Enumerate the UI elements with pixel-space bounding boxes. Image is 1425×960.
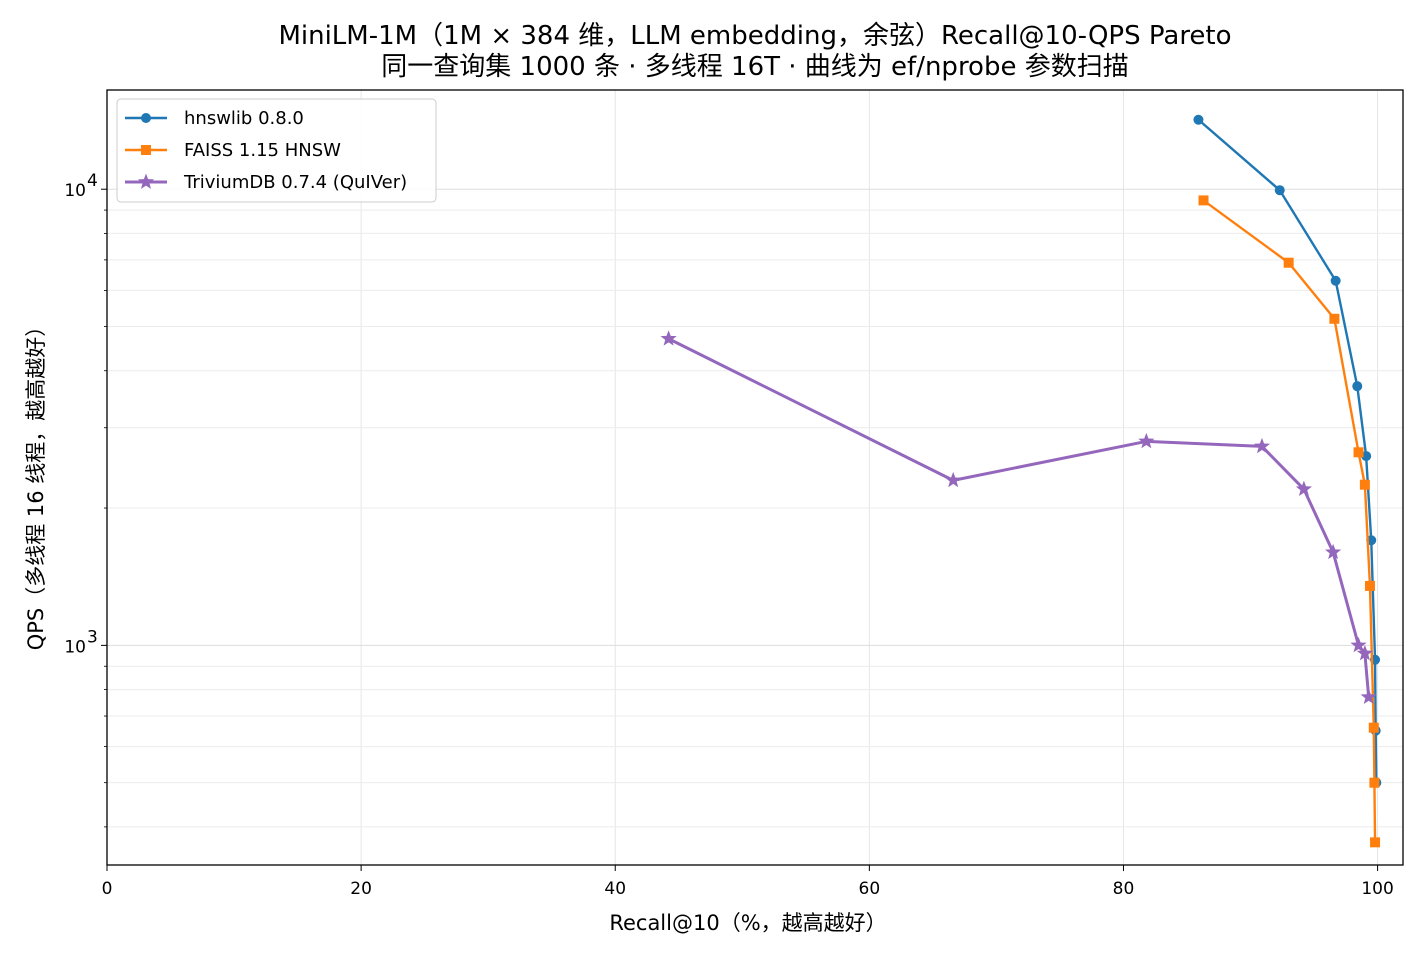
legend-marker — [141, 145, 151, 155]
legend-entry-0: hnswlib 0.8.0 — [125, 108, 304, 129]
data-point — [1329, 313, 1340, 324]
x-tick-label: 40 — [604, 879, 626, 899]
y-tick-label-exponent: 3 — [87, 627, 98, 647]
data-point — [1356, 644, 1373, 661]
data-point — [1361, 451, 1372, 462]
grid-layer — [106, 90, 1403, 865]
data-point — [1352, 381, 1363, 392]
x-tick-label: 0 — [102, 879, 113, 899]
data-point — [1370, 837, 1381, 848]
data-point — [1359, 479, 1370, 490]
chart-subtitle: 同一查询集 1000 条 · 多线程 16T · 曲线为 ef/nprobe 参… — [381, 52, 1128, 82]
plot-frame — [106, 89, 1404, 866]
chart-title: MiniLM-1M（1M × 384 维，LLM embedding，余弦）Re… — [278, 21, 1231, 51]
x-tick-label: 60 — [859, 879, 881, 899]
data-point — [1138, 432, 1155, 449]
data-point — [1193, 114, 1204, 125]
data-point — [1353, 447, 1364, 458]
x-tick-label: 20 — [350, 879, 372, 899]
data-point — [1350, 636, 1367, 653]
data-point — [1360, 688, 1377, 705]
legend-entries: hnswlib 0.8.0 FAISS 1.15 HNSW TriviumDB 0.… — [125, 108, 407, 193]
legend-marker — [137, 173, 155, 189]
data-point — [1325, 543, 1342, 560]
series-line — [1202, 199, 1377, 843]
data-point — [1368, 722, 1379, 733]
y-tick-label-base: 10 — [64, 181, 86, 201]
legend-box — [116, 98, 437, 203]
x-axis-label: Recall@10（%，越高越好） — [609, 911, 886, 935]
x-tick-label: 100 — [1361, 879, 1393, 899]
x-tick-label: 80 — [1113, 879, 1135, 899]
series-0 — [1193, 114, 1382, 788]
legend-label: hnswlib 0.8.0 — [184, 108, 304, 129]
series-2 — [660, 330, 1377, 705]
series-layer — [660, 114, 1382, 848]
legend-entry-2: TriviumDB 0.7.4 (QuIVer) — [125, 172, 407, 193]
data-point — [945, 471, 962, 488]
data-point — [1274, 185, 1285, 196]
data-point — [1253, 437, 1271, 454]
legend-label: FAISS 1.15 HNSW — [184, 140, 341, 161]
y-tick-label: 10 3 — [64, 627, 97, 657]
data-point — [660, 330, 677, 346]
y-tick-label-base: 10 — [64, 637, 86, 657]
series-1 — [1198, 195, 1381, 848]
data-point — [1330, 275, 1341, 286]
y-axis-label: QPS（多线程 16 线程，越高越好） — [24, 316, 48, 651]
legend-marker — [141, 113, 151, 123]
series-line — [1197, 118, 1378, 783]
data-point — [1283, 257, 1294, 268]
series-line — [667, 337, 1371, 698]
data-point — [1369, 777, 1380, 788]
legend-entry-1: FAISS 1.15 HNSW — [125, 140, 341, 161]
y-tick-label: 10 4 — [64, 171, 97, 201]
legend-label: TriviumDB 0.7.4 (QuIVer) — [183, 172, 407, 193]
data-point — [1198, 195, 1209, 206]
data-point — [1364, 580, 1375, 591]
data-point — [1295, 480, 1312, 497]
y-tick-label-exponent: 4 — [87, 171, 98, 191]
legend: hnswlib 0.8.0 FAISS 1.15 HNSW TriviumDB 0.… — [116, 98, 437, 203]
